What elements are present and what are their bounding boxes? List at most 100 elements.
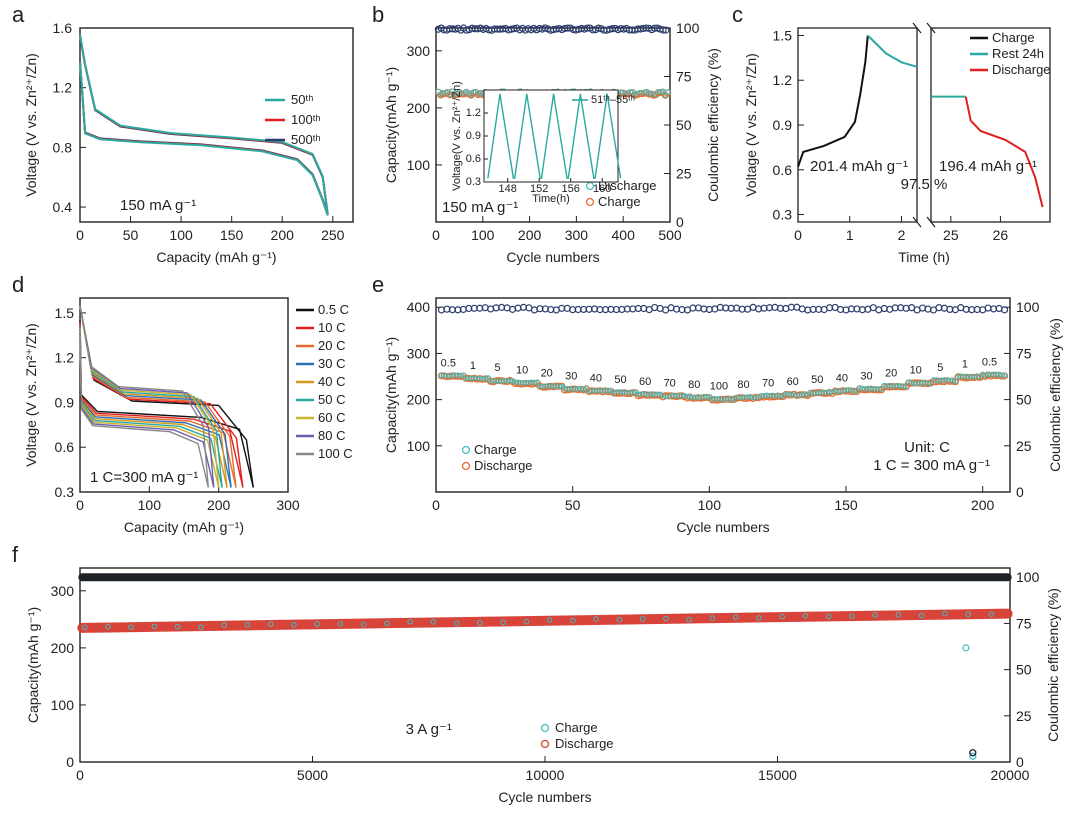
svg-text:Charge: Charge bbox=[598, 194, 641, 209]
svg-text:5: 5 bbox=[937, 362, 943, 374]
svg-text:0: 0 bbox=[794, 227, 802, 243]
svg-text:40: 40 bbox=[836, 372, 848, 384]
svg-text:75: 75 bbox=[676, 69, 692, 85]
svg-text:Rest 24h: Rest 24h bbox=[992, 46, 1044, 61]
svg-text:0: 0 bbox=[432, 227, 440, 243]
svg-text:80: 80 bbox=[688, 379, 700, 391]
svg-text:20: 20 bbox=[541, 368, 553, 380]
svg-text:300: 300 bbox=[407, 43, 431, 59]
svg-text:Unit: C: Unit: C bbox=[904, 439, 950, 456]
svg-text:1.2: 1.2 bbox=[773, 72, 793, 88]
svg-text:200: 200 bbox=[271, 227, 295, 243]
svg-text:10 C: 10 C bbox=[318, 320, 345, 335]
svg-text:60 C: 60 C bbox=[318, 410, 345, 425]
svg-text:100ᵗʰ: 100ᵗʰ bbox=[291, 112, 321, 127]
svg-text:30: 30 bbox=[860, 370, 872, 382]
svg-text:50: 50 bbox=[614, 374, 626, 386]
svg-text:75: 75 bbox=[1016, 345, 1032, 361]
svg-text:100: 100 bbox=[51, 697, 75, 713]
svg-text:50: 50 bbox=[1016, 392, 1032, 408]
svg-text:30: 30 bbox=[565, 370, 577, 382]
svg-text:100: 100 bbox=[407, 157, 431, 173]
svg-text:200: 200 bbox=[518, 227, 542, 243]
svg-text:1 C = 300 mA g⁻¹: 1 C = 300 mA g⁻¹ bbox=[873, 457, 990, 474]
svg-text:0.6: 0.6 bbox=[466, 153, 481, 165]
svg-text:50: 50 bbox=[676, 117, 692, 133]
svg-text:200: 200 bbox=[407, 100, 431, 116]
svg-text:Cycle numbers: Cycle numbers bbox=[506, 249, 599, 265]
svg-text:160: 160 bbox=[593, 183, 611, 195]
svg-text:Capacity(mAh g⁻¹): Capacity(mAh g⁻¹) bbox=[383, 337, 399, 453]
svg-text:0: 0 bbox=[76, 767, 84, 783]
svg-text:100: 100 bbox=[1016, 299, 1040, 315]
svg-text:1.5: 1.5 bbox=[773, 27, 793, 43]
svg-text:10: 10 bbox=[516, 364, 528, 376]
svg-text:0: 0 bbox=[66, 754, 74, 770]
svg-text:148: 148 bbox=[498, 183, 516, 195]
svg-text:Capacity (mAh g⁻¹): Capacity (mAh g⁻¹) bbox=[124, 519, 244, 535]
svg-text:5000: 5000 bbox=[297, 767, 328, 783]
svg-text:150: 150 bbox=[834, 497, 858, 513]
svg-text:200: 200 bbox=[207, 497, 231, 513]
svg-text:150 mA g⁻¹: 150 mA g⁻¹ bbox=[442, 199, 518, 216]
svg-text:25: 25 bbox=[1016, 708, 1032, 724]
svg-text:20: 20 bbox=[885, 368, 897, 380]
svg-text:300: 300 bbox=[565, 227, 589, 243]
svg-text:20000: 20000 bbox=[991, 767, 1030, 783]
svg-text:70: 70 bbox=[762, 377, 774, 389]
svg-text:50: 50 bbox=[123, 227, 139, 243]
svg-text:30 C: 30 C bbox=[318, 356, 345, 371]
svg-text:1.2: 1.2 bbox=[55, 350, 75, 366]
svg-text:50ᵗʰ: 50ᵗʰ bbox=[291, 92, 313, 107]
svg-text:3 A g⁻¹: 3 A g⁻¹ bbox=[406, 721, 452, 738]
svg-text:50: 50 bbox=[565, 497, 581, 513]
svg-text:40 C: 40 C bbox=[318, 374, 345, 389]
svg-text:10: 10 bbox=[910, 364, 922, 376]
svg-text:97.5 %: 97.5 % bbox=[901, 176, 948, 193]
svg-text:500ᵗʰ: 500ᵗʰ bbox=[291, 132, 321, 147]
svg-text:Coulombic efficiency (%): Coulombic efficiency (%) bbox=[705, 48, 721, 202]
svg-text:300: 300 bbox=[407, 345, 431, 361]
panel-a: 0501001502002500.40.81.21.6Capacity (mAh… bbox=[18, 14, 368, 270]
svg-text:Charge: Charge bbox=[555, 720, 598, 735]
svg-text:0.3: 0.3 bbox=[773, 207, 793, 223]
svg-text:100: 100 bbox=[169, 227, 193, 243]
svg-text:0.5: 0.5 bbox=[441, 358, 456, 370]
svg-text:1: 1 bbox=[962, 358, 968, 370]
svg-text:25: 25 bbox=[676, 166, 692, 182]
svg-text:0.9: 0.9 bbox=[773, 117, 793, 133]
svg-text:Voltage(V vs. Zn²⁺/Zn): Voltage(V vs. Zn²⁺/Zn) bbox=[451, 81, 463, 191]
svg-text:100: 100 bbox=[138, 497, 162, 513]
svg-text:50 C: 50 C bbox=[318, 392, 345, 407]
svg-text:70: 70 bbox=[664, 377, 676, 389]
svg-text:150 mA g⁻¹: 150 mA g⁻¹ bbox=[120, 197, 196, 214]
svg-text:Time (h): Time (h) bbox=[898, 249, 950, 265]
svg-text:Coulombic efficiency (%): Coulombic efficiency (%) bbox=[1047, 318, 1063, 472]
svg-text:50: 50 bbox=[811, 374, 823, 386]
panel-b: 01002003004005001002003000255075100Cycle… bbox=[378, 14, 728, 270]
svg-text:0.9: 0.9 bbox=[466, 130, 481, 142]
svg-text:0.5 C: 0.5 C bbox=[318, 302, 349, 317]
svg-text:Voltage (V vs. Zn²⁺/Zn): Voltage (V vs. Zn²⁺/Zn) bbox=[23, 323, 39, 467]
svg-text:1: 1 bbox=[470, 360, 476, 372]
svg-text:200: 200 bbox=[407, 392, 431, 408]
svg-text:Voltage (V vs. Zn²⁺/Zn): Voltage (V vs. Zn²⁺/Zn) bbox=[743, 53, 759, 197]
svg-text:0.5: 0.5 bbox=[982, 357, 997, 369]
svg-text:0.3: 0.3 bbox=[55, 484, 75, 500]
svg-text:400: 400 bbox=[612, 227, 636, 243]
svg-text:196.4 mAh g⁻¹: 196.4 mAh g⁻¹ bbox=[939, 158, 1037, 175]
svg-text:2: 2 bbox=[898, 227, 906, 243]
svg-text:100: 100 bbox=[407, 438, 431, 454]
svg-text:0.6: 0.6 bbox=[55, 439, 75, 455]
svg-text:75: 75 bbox=[1016, 615, 1032, 631]
svg-text:Discharge: Discharge bbox=[474, 458, 533, 473]
svg-text:300: 300 bbox=[51, 583, 75, 599]
svg-text:1.6: 1.6 bbox=[53, 20, 73, 36]
svg-text:15000: 15000 bbox=[758, 767, 797, 783]
svg-text:25: 25 bbox=[943, 227, 959, 243]
svg-text:201.4 mAh g⁻¹: 201.4 mAh g⁻¹ bbox=[810, 158, 908, 175]
svg-text:150: 150 bbox=[220, 227, 244, 243]
panel-f: 0500010000150002000001002003000255075100… bbox=[18, 554, 1070, 810]
svg-text:Charge: Charge bbox=[992, 30, 1035, 45]
svg-text:Voltage (V vs. Zn²⁺/Zn): Voltage (V vs. Zn²⁺/Zn) bbox=[23, 53, 39, 197]
